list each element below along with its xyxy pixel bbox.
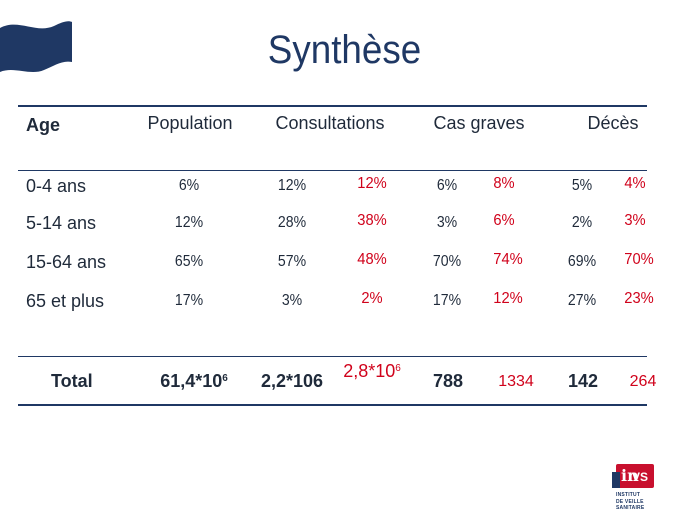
cell-consultations-red: 2% <box>361 290 383 307</box>
invs-logo-accent <box>612 472 620 488</box>
total-label: Total <box>51 371 93 391</box>
cell-deces: 27% <box>567 292 597 309</box>
row-label: 65 et plus <box>26 291 105 311</box>
cell-deces: 69% <box>567 253 597 270</box>
cell-consultations: 3% <box>281 292 303 309</box>
cell-consultations: 12% <box>277 177 307 194</box>
table-bottom-rule <box>18 404 647 406</box>
total-deces-red: 264 <box>629 373 657 390</box>
row-label: 15-64 ans <box>26 252 107 272</box>
cell-consultations-red: 48% <box>357 251 387 268</box>
cell-cas-graves: 3% <box>436 214 458 231</box>
flag-logo <box>0 21 72 72</box>
cell-cas-graves: 6% <box>436 177 458 194</box>
total-consultations: 2,2*106 <box>260 371 324 391</box>
row-label: 5-14 ans <box>26 213 97 233</box>
header-consultations: Consultations <box>275 113 385 133</box>
cell-consultations-red: 12% <box>357 175 387 192</box>
cell-population: 65% <box>174 253 204 270</box>
total-cas-graves: 788 <box>432 371 464 391</box>
invs-logo-mark: in VS <box>616 464 654 488</box>
cell-cas-graves-red: 8% <box>493 175 515 192</box>
header-age: Age <box>26 115 61 135</box>
cell-population: 12% <box>174 214 204 231</box>
cell-cas-graves: 17% <box>432 292 462 309</box>
header-rule <box>18 170 647 171</box>
total-consultations-red: 2,8*106 <box>343 361 401 381</box>
total-cas-graves-red: 1334 <box>498 373 534 390</box>
cell-population: 17% <box>174 292 204 309</box>
total-population: 61,4*106 <box>160 371 228 391</box>
row-label: 0-4 ans <box>26 176 87 196</box>
cell-cas-graves-red: 74% <box>493 251 523 268</box>
total-deces: 142 <box>567 371 599 391</box>
cell-deces-red: 4% <box>624 175 646 192</box>
total-top-rule <box>18 356 647 357</box>
cell-deces-red: 23% <box>624 290 654 307</box>
cell-cas-graves: 70% <box>432 253 462 270</box>
cell-consultations: 57% <box>277 253 307 270</box>
header-population: Population <box>147 113 233 133</box>
invs-logo-line1: INSTITUT <box>616 492 641 498</box>
cell-cas-graves-red: 6% <box>493 212 515 229</box>
page-title: Synthèse <box>267 28 422 72</box>
cell-cas-graves-red: 12% <box>493 290 523 307</box>
cell-deces: 5% <box>571 177 593 194</box>
cell-deces-red: 70% <box>624 251 654 268</box>
cell-deces: 2% <box>571 214 593 231</box>
cell-consultations-red: 38% <box>357 212 387 229</box>
header-deces: Décès <box>587 113 639 133</box>
cell-population: 6% <box>178 177 200 194</box>
cell-deces-red: 3% <box>624 212 646 229</box>
table-top-rule <box>18 105 647 107</box>
cell-consultations: 28% <box>277 214 307 231</box>
invs-logo-line2: DE VEILLE SANITAIRE <box>616 499 645 511</box>
invs-logo: in VS INSTITUT DE VEILLE SANITAIRE <box>612 464 672 511</box>
header-cas-graves: Cas graves <box>433 113 525 133</box>
